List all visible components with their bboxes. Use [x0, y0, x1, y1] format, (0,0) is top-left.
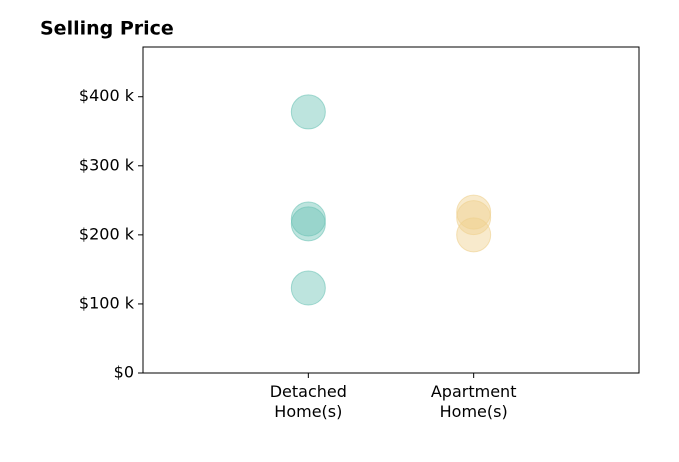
y-tick-label: $200 k: [79, 224, 135, 243]
y-tick-label: $300 k: [79, 155, 135, 174]
point: [290, 270, 326, 306]
point: [456, 217, 492, 253]
x-tick-label: Detached Home(s): [270, 382, 347, 421]
y-tick-label: $400 k: [79, 86, 135, 105]
plot-frame: [142, 46, 640, 374]
point: [290, 206, 326, 242]
y-tick-label: $0: [114, 363, 134, 382]
point: [290, 94, 326, 130]
point: [290, 201, 326, 237]
x-tick-label: Apartment Home(s): [431, 382, 517, 421]
y-tick-label: $100 k: [79, 293, 135, 312]
chart-title: Selling Price: [40, 18, 174, 40]
